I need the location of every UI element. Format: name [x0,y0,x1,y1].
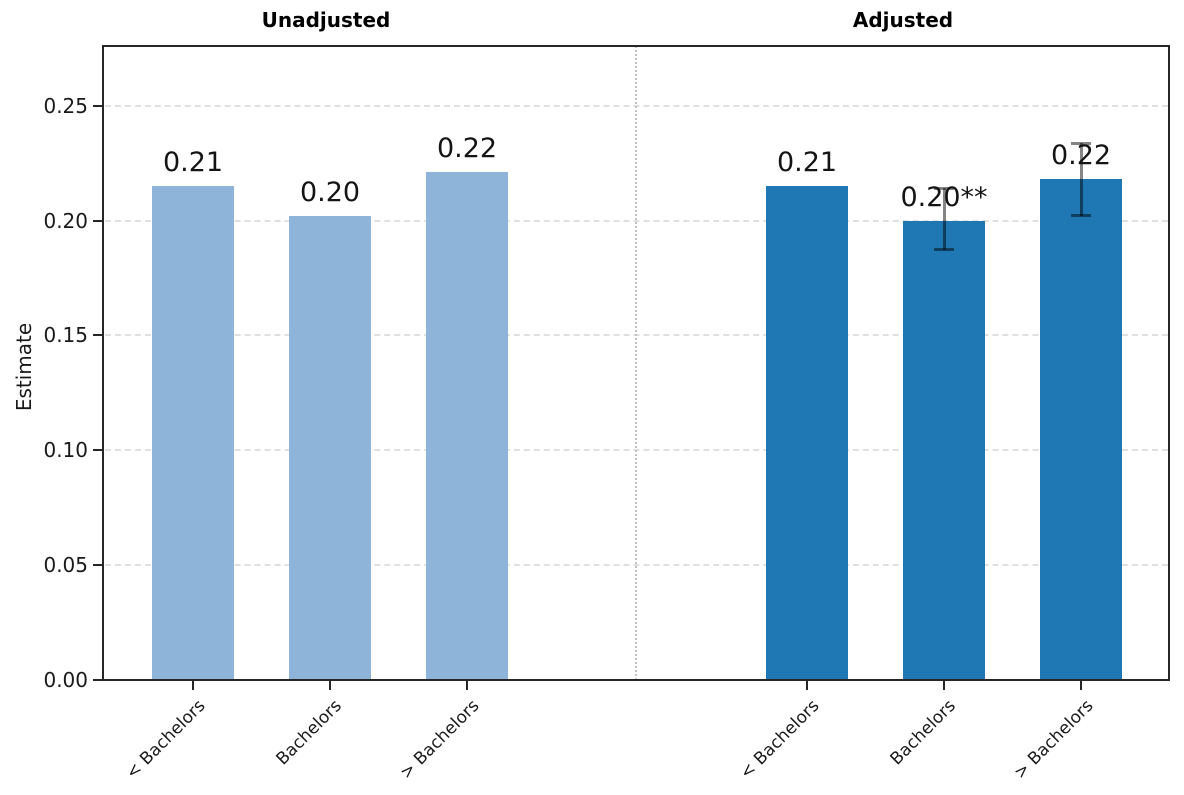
panel-title-adjusted: Adjusted [852,8,954,32]
bar-unadjusted-3 [426,172,508,680]
x-tick-label: > Bachelors [395,696,484,784]
error-bar-cap-bottom [934,248,954,251]
x-tick [943,680,945,690]
error-bar-cap-top [934,187,954,190]
bar-value-label: 0.20 [299,177,361,208]
x-tick-label: < Bachelors [735,696,824,784]
x-tick-label: > Bachelors [1009,696,1098,784]
bar-value-label: 0.20** [900,182,988,213]
bar-adjusted-3 [1040,179,1122,680]
y-tick-label: 0.05 [43,553,88,577]
x-tick-label: Bachelors [886,696,961,770]
bar-value-label: 0.22 [1050,140,1112,171]
x-tick [1080,680,1082,690]
bar-unadjusted-2 [289,216,371,680]
error-bar-line [943,188,946,250]
error-bar-line [1080,143,1083,216]
y-tick [93,679,103,681]
panel-title-unadjusted: Unadjusted [261,8,391,32]
y-tick-label: 0.10 [43,438,88,462]
x-tick [806,680,808,690]
y-tick [93,334,103,336]
x-tick-label: < Bachelors [121,696,210,784]
y-tick-label: 0.15 [43,323,88,347]
bar-value-label: 0.21 [162,147,224,178]
bar-adjusted-1 [766,186,848,680]
panel-divider [635,46,637,680]
y-tick [93,449,103,451]
bar-value-label: 0.21 [776,147,838,178]
y-tick [93,564,103,566]
error-bar-cap-top [1071,142,1091,145]
x-tick [192,680,194,690]
y-tick [93,105,103,107]
bar-value-label: 0.22 [436,133,498,164]
x-tick [466,680,468,690]
y-tick-label: 0.00 [43,668,88,692]
error-bar-cap-bottom [1071,214,1091,217]
y-tick [93,220,103,222]
x-tick [329,680,331,690]
x-tick-label: Bachelors [272,696,347,770]
y-axis-label: Estimate [12,322,36,412]
y-tick-label: 0.25 [43,94,88,118]
bar-unadjusted-1 [152,186,234,680]
bar-adjusted-2 [903,221,985,680]
y-tick-label: 0.20 [43,209,88,233]
